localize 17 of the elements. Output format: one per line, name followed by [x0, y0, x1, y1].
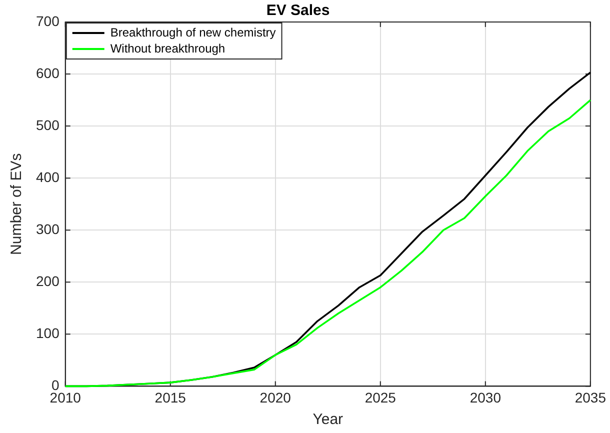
legend-label: Breakthrough of new chemistry	[110, 25, 276, 40]
y-tick-label: 400	[36, 168, 60, 185]
y-tick-label: 300	[36, 220, 60, 237]
y-axis-title: Number of EVs	[8, 153, 26, 255]
x-tick-label: 2030	[470, 389, 502, 406]
chart-title: EV Sales	[266, 2, 330, 20]
legend-label: Without breakthrough	[110, 41, 226, 56]
y-tick-label: 700	[36, 12, 60, 29]
x-tick-label: 2025	[364, 389, 396, 406]
y-tick-label: 500	[36, 116, 60, 133]
x-tick-label: 2020	[260, 389, 292, 406]
x-tick-label: 2015	[154, 389, 186, 406]
y-tick-label: 100	[36, 325, 60, 342]
x-tick-label: 2035	[574, 389, 606, 406]
y-tick-label: 600	[36, 64, 60, 81]
x-axis-title: Year	[312, 411, 344, 428]
y-tick-label: 200	[36, 273, 60, 289]
